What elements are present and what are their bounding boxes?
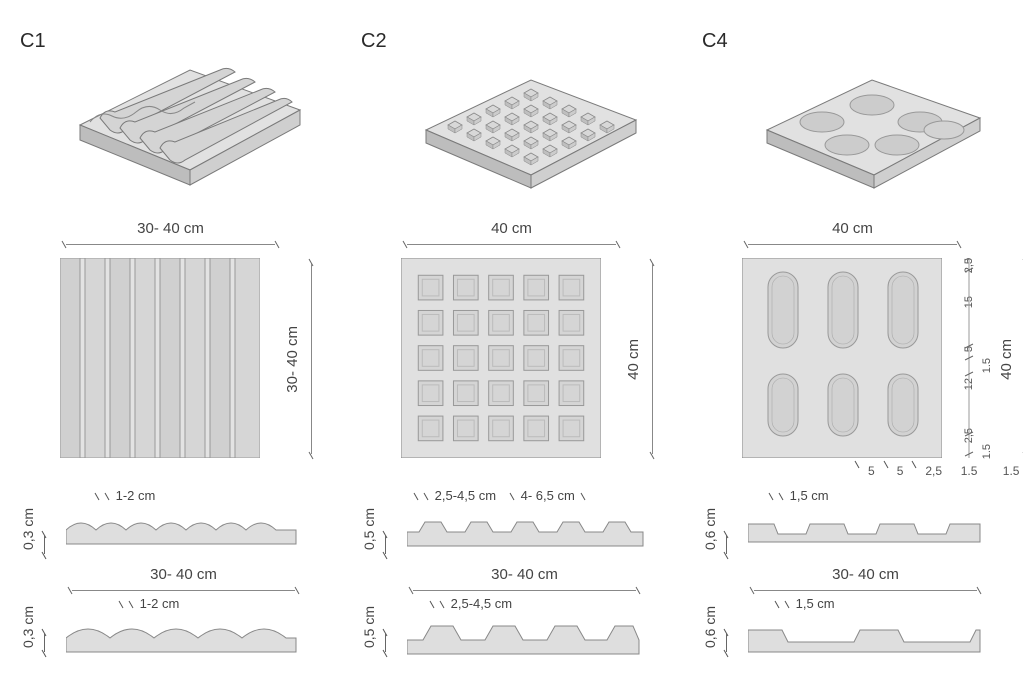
c4-plan: 40 cm bbox=[702, 220, 1003, 480]
tile-c2: C2 40 cm 40 cm bbox=[361, 20, 662, 656]
c2-sec2-dim0: 2,5-4,5 cm bbox=[451, 596, 512, 611]
c2-sec1-svg bbox=[407, 510, 647, 550]
c2-section2: 30- 40 cm 0,5 cm 2,5-4,5 cm bbox=[361, 566, 662, 656]
c4-sec2-dim0: 1,5 cm bbox=[796, 596, 835, 611]
c2-plan-width-dim: 40 cm bbox=[401, 220, 622, 251]
c2-section1: 0,5 cm 2,5-4,5 cm 4- 6,5 cm bbox=[361, 488, 662, 558]
c4-sec1-svg bbox=[748, 510, 988, 550]
c1-sec1-h-label: 0,3 cm bbox=[20, 508, 36, 550]
c2-plan-height-label: 40 cm bbox=[625, 339, 642, 380]
c4-plan-width-label: 40 cm bbox=[832, 220, 873, 237]
c4-below-detail-dims: 5 5 2,5 1.5 1.5 bbox=[852, 464, 1019, 478]
c2-isometric: C2 bbox=[361, 20, 662, 210]
c2-plan-height-dim: 40 cm bbox=[625, 258, 662, 460]
c4-sec1-h-label: 0,6 cm bbox=[702, 508, 718, 550]
c2-plan-svg bbox=[401, 258, 601, 458]
c1-sec2-svg bbox=[66, 616, 306, 656]
c2-iso-svg bbox=[411, 30, 651, 200]
c2-code: C2 bbox=[361, 30, 387, 53]
c4-plan-width-dim: 40 cm bbox=[742, 220, 963, 251]
c1-plan: 30- 40 cm 30- 40 cm bbox=[20, 220, 321, 480]
c4-sec1-dim0: 1,5 cm bbox=[790, 488, 829, 503]
c2-plan-width-label: 40 cm bbox=[491, 220, 532, 237]
c1-sec2-dim0: 1-2 cm bbox=[140, 596, 180, 611]
c2-sec2-svg bbox=[407, 616, 647, 656]
c1-iso-svg bbox=[70, 30, 310, 200]
c1-sec2-h-label: 0,3 cm bbox=[20, 606, 36, 648]
c1-plan-width-dim: 30- 40 cm bbox=[60, 220, 281, 251]
c1-sec1-svg bbox=[66, 510, 306, 550]
c1-code: C1 bbox=[20, 30, 46, 53]
c1-plan-svg bbox=[60, 258, 260, 458]
c2-sec1-dim0: 2,5-4,5 cm bbox=[435, 488, 496, 503]
c4-plan-height-dim: 40 cm bbox=[998, 258, 1023, 460]
c1-sec1-dim0: 1-2 cm bbox=[116, 488, 156, 503]
tile-c4: C4 40 cm bbox=[702, 20, 1003, 656]
c1-plan-height-dim: 30- 40 cm bbox=[284, 258, 321, 460]
c1-plan-width-label: 30- 40 cm bbox=[137, 220, 204, 237]
c2-plan: 40 cm 40 cm bbox=[361, 220, 662, 480]
c4-isometric: C4 bbox=[702, 20, 1003, 210]
c1-section2: 30- 40 cm 0,3 cm 1-2 cm bbox=[20, 566, 321, 656]
c4-code: C4 bbox=[702, 30, 728, 53]
c2-sec1-dim1: 4- 6,5 cm bbox=[521, 488, 575, 503]
tile-c1: C1 bbox=[20, 20, 321, 656]
c1-section1: 0,3 cm 1-2 cm bbox=[20, 488, 321, 558]
c4-iso-svg bbox=[752, 30, 992, 200]
c2-sec2-h-label: 0,5 cm bbox=[361, 606, 377, 648]
c4-plan-svg bbox=[742, 258, 942, 458]
c2-sec1-h-label: 0,5 cm bbox=[361, 508, 377, 550]
c4-section2: 30- 40 cm 0,6 cm 1,5 cm bbox=[702, 566, 1003, 656]
c4-sec2-svg bbox=[748, 616, 988, 656]
c1-plan-height-label: 30- 40 cm bbox=[284, 326, 301, 393]
c1-isometric: C1 bbox=[20, 20, 321, 210]
c4-sec2-h-label: 0,6 cm bbox=[702, 606, 718, 648]
c4-plan-height-label: 40 cm bbox=[998, 339, 1015, 380]
c4-section1: 0,6 cm 1,5 cm bbox=[702, 488, 1003, 558]
